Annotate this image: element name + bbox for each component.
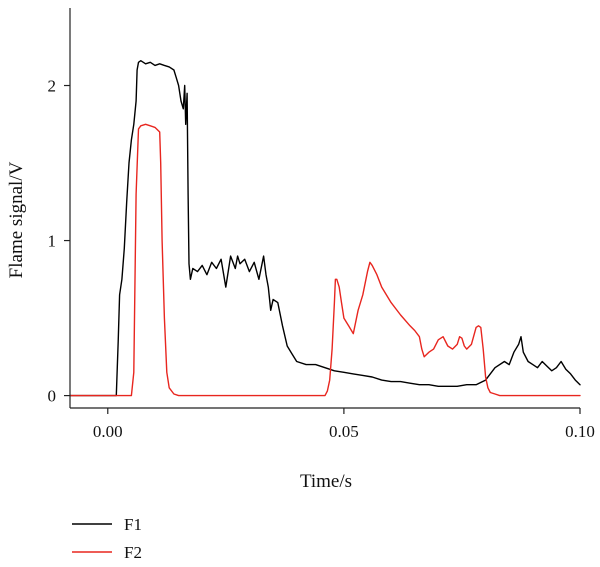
x-tick-label: 0.10 [565,422,595,441]
y-tick-label: 1 [48,232,57,251]
legend-label-f1: F1 [124,515,142,534]
y-tick-label: 2 [48,77,57,96]
series-line-f1 [69,60,581,397]
series-lines [69,60,581,397]
x-tick-label: 0.00 [93,422,123,441]
y-axis-label: Flame signal/V [6,161,27,278]
x-tick-label: 0.05 [329,422,359,441]
y-axis-ticks: 0 1 2 [48,77,70,406]
series-line-f2 [69,123,581,397]
x-axis-ticks: 0.00 0.05 0.10 [93,408,595,441]
plot-area: 0.00 0.05 0.10 0 1 2 [48,8,595,441]
y-tick-label: 0 [48,387,57,406]
x-axis-label: Time/s [300,471,352,492]
legend-label-f2: F2 [124,543,142,562]
